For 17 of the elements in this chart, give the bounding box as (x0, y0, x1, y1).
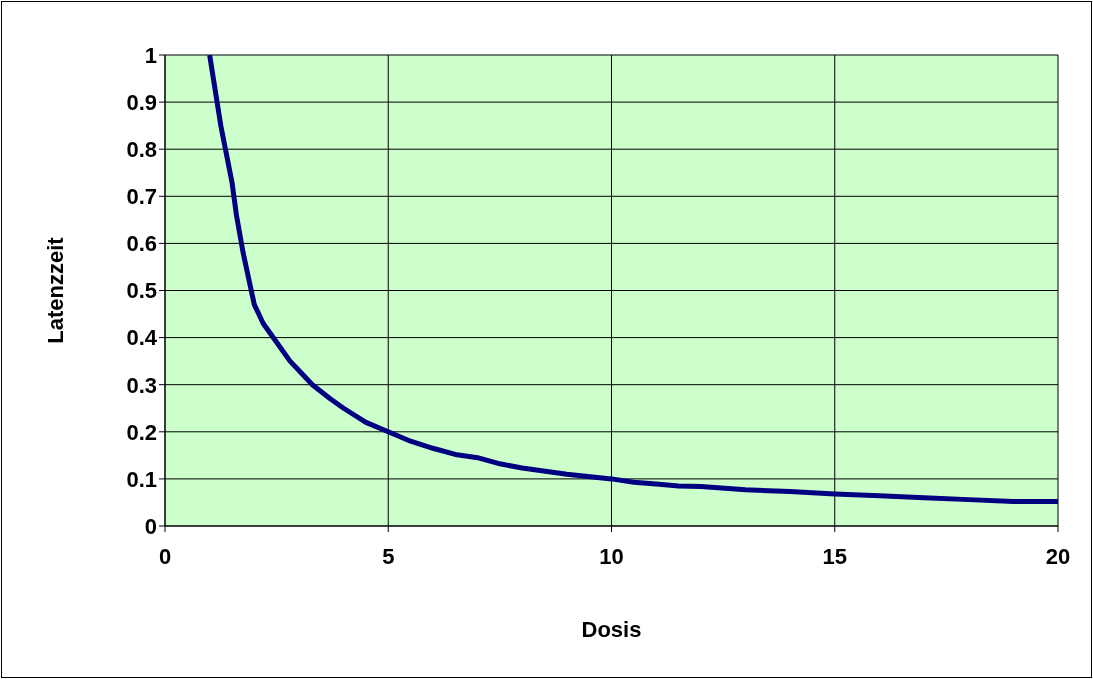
x-axis-title: Dosis (581, 616, 642, 642)
y-axis-title: Latenzzeit (42, 236, 68, 344)
y-tick-label: 0.7 (126, 184, 157, 210)
y-tick-label: 0.3 (126, 372, 157, 398)
y-tick-label: 0.1 (126, 466, 157, 492)
x-tick-label: 15 (822, 543, 847, 569)
y-tick-label: 0.6 (126, 231, 157, 257)
y-tick-label: 0 (144, 513, 157, 539)
y-tick-label: 0.9 (126, 89, 157, 115)
x-tick-label: 10 (599, 543, 624, 569)
x-tick-label: 5 (382, 543, 395, 569)
y-tick-label: 0.8 (126, 137, 157, 163)
y-tick-label: 0.2 (126, 419, 157, 445)
y-tick-label: 1 (144, 42, 157, 68)
y-tick-label: 0.5 (126, 278, 157, 304)
x-tick-label: 20 (1045, 543, 1071, 569)
y-tick-label: 0.4 (126, 325, 158, 351)
